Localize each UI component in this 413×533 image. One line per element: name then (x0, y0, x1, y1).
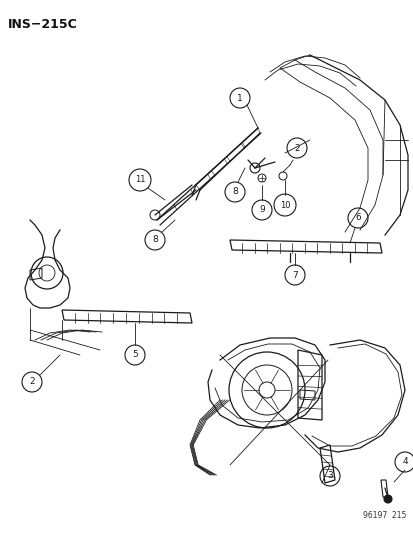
Text: 2: 2 (294, 143, 299, 152)
Text: INS−215C: INS−215C (8, 18, 78, 31)
Text: 4: 4 (401, 457, 407, 466)
Text: 6: 6 (354, 214, 360, 222)
Text: 96197  215: 96197 215 (362, 511, 405, 520)
Text: 10: 10 (279, 200, 290, 209)
Text: 2: 2 (29, 377, 35, 386)
Text: 1: 1 (237, 93, 242, 102)
Text: 9: 9 (259, 206, 264, 214)
Circle shape (383, 495, 391, 503)
Text: 7: 7 (292, 271, 297, 279)
Text: 5: 5 (132, 351, 138, 359)
Text: 8: 8 (232, 188, 237, 197)
Text: 3: 3 (326, 472, 332, 481)
Text: 8: 8 (152, 236, 157, 245)
Text: 11: 11 (134, 175, 145, 184)
